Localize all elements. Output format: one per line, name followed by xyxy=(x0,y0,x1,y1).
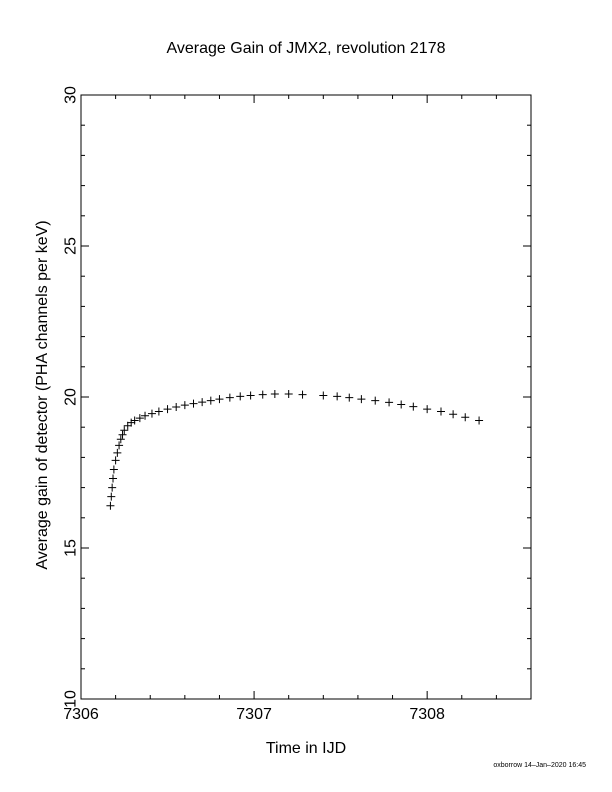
data-point xyxy=(236,392,245,401)
axis-ticks xyxy=(80,94,532,700)
data-point xyxy=(319,391,328,400)
data-point xyxy=(107,492,116,501)
data-point xyxy=(172,402,181,411)
data-point xyxy=(409,402,418,411)
x-tick-label: 7307 xyxy=(236,706,272,723)
data-point xyxy=(298,390,307,399)
data-point xyxy=(206,396,215,405)
y-tick-label: 20 xyxy=(63,388,80,406)
plot-frame xyxy=(80,94,532,700)
data-point xyxy=(189,399,198,408)
data-point xyxy=(225,393,234,402)
data-point xyxy=(111,456,120,465)
data-point xyxy=(475,416,484,425)
data-point xyxy=(345,393,354,402)
data-point xyxy=(215,395,224,404)
data-point xyxy=(437,407,445,416)
data-point xyxy=(109,465,118,474)
data-point xyxy=(130,416,139,425)
data-point xyxy=(163,405,172,414)
x-tick-label: 7306 xyxy=(63,706,99,723)
data-point xyxy=(116,435,125,444)
data-point xyxy=(109,474,118,483)
data-point xyxy=(120,426,129,435)
data-point xyxy=(141,411,150,420)
data-point xyxy=(118,430,127,439)
data-point xyxy=(461,413,470,422)
data-point xyxy=(180,401,189,410)
data-point xyxy=(371,396,380,405)
y-tick-label: 10 xyxy=(63,690,80,708)
data-point xyxy=(198,398,207,407)
y-tick-label: 15 xyxy=(63,539,80,557)
data-point xyxy=(357,395,366,404)
y-axis-label: Average gain of detector (PHA channels p… xyxy=(34,220,51,569)
x-axis-label: Time in IJD xyxy=(266,740,346,757)
y-tick-label: 30 xyxy=(63,86,80,104)
data-point xyxy=(246,391,255,400)
y-tick-label: 25 xyxy=(63,237,80,255)
data-point xyxy=(154,407,163,416)
data-point xyxy=(106,501,115,510)
data-point xyxy=(397,400,406,409)
data-series xyxy=(106,389,484,510)
data-point xyxy=(284,389,293,398)
data-point xyxy=(385,398,394,407)
data-point xyxy=(108,483,117,492)
data-point xyxy=(270,389,279,398)
x-tick-label: 7308 xyxy=(409,706,445,723)
data-point xyxy=(127,418,136,427)
data-point xyxy=(333,392,342,401)
axis-tick-labels: 7306 7307 7308 10 15 20 25 30 xyxy=(63,86,446,723)
chart-title: Average Gain of JMX2, revolution 2178 xyxy=(167,40,446,57)
data-point xyxy=(113,448,122,457)
data-point xyxy=(423,405,432,414)
data-point xyxy=(115,441,124,450)
data-point xyxy=(449,410,458,419)
data-point xyxy=(147,409,156,418)
data-point xyxy=(258,390,267,399)
footer-credit: oxborrow 14–Jan–2020 16:45 xyxy=(493,762,586,769)
data-point xyxy=(135,414,144,423)
